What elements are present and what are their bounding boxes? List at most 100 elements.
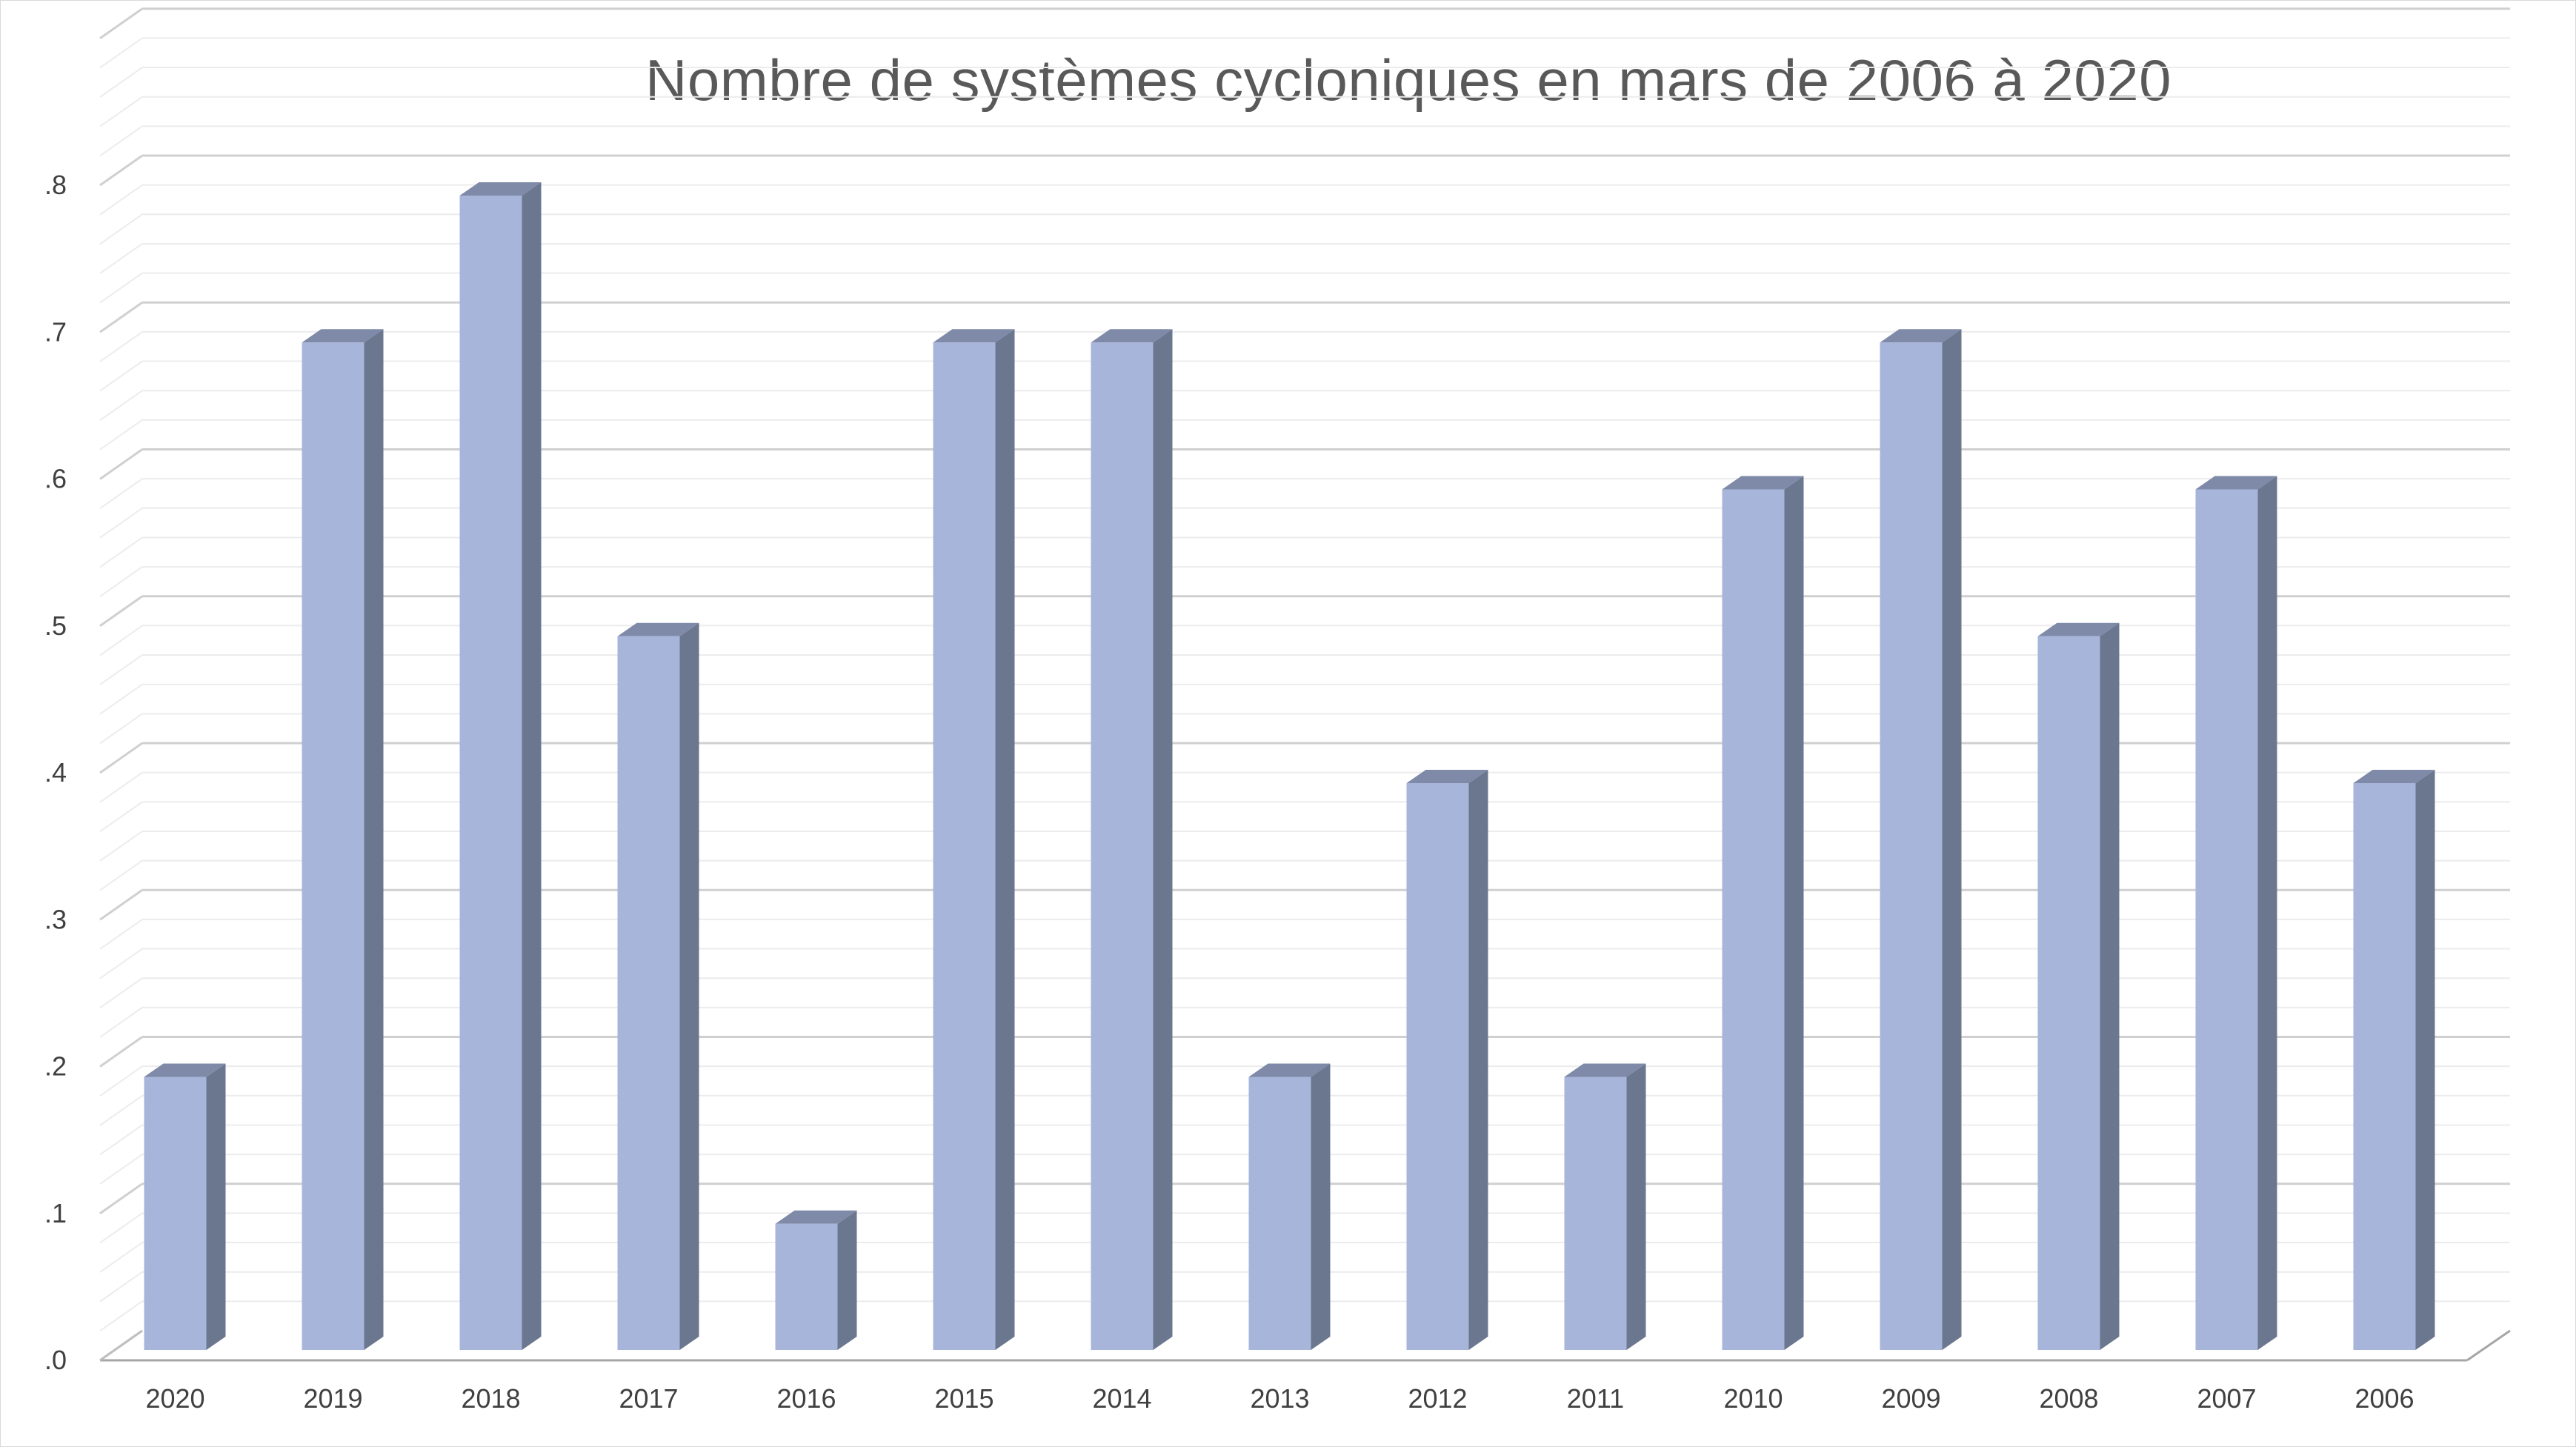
bar-top [1406,770,1488,783]
gridline-wall [99,1124,143,1156]
x-tick-label: 2013 [1250,1383,1309,1414]
gridline-wall [99,243,143,274]
gridline-wall [99,67,143,98]
y-tick-label: .5 [44,611,67,641]
gridline-wall [99,419,143,450]
bar [933,342,996,1350]
gridline-wall [99,507,143,539]
y-tick-label: .2 [44,1051,67,1082]
x-tick-label: 2011 [1567,1383,1624,1414]
bar [1564,1077,1627,1350]
gridline-wall [99,654,143,685]
y-tick-label: .1 [44,1198,67,1228]
bar-top [1722,476,1804,490]
bar-top [2037,622,2120,636]
bar-top [1880,329,1962,343]
gridline-wall [99,302,143,333]
gridline-wall [99,1212,143,1244]
bar-side [2100,622,2120,1350]
bar [1091,342,1154,1350]
gridline-wall [99,213,143,245]
gridline-wall [99,478,143,509]
bar [1722,489,1785,1350]
x-tick-label: 2017 [619,1383,678,1414]
bar-top [302,329,384,343]
y-tick-label: .6 [44,464,67,494]
gridline-wall [99,184,143,216]
y-tick-label: .7 [44,316,67,347]
x-tick-label: 2018 [461,1383,520,1414]
bar [1880,342,1943,1350]
bar-side [2257,476,2277,1350]
gridline-wall [99,1242,143,1273]
gridline-wall [99,272,143,304]
gridline-wall [99,919,143,950]
x-tick-label: 2014 [1092,1383,1151,1414]
bar-side [206,1063,226,1350]
bar-top [775,1210,857,1224]
x-tick-label: 2010 [1723,1383,1783,1414]
bar-side [1311,1063,1331,1350]
x-tick-label: 2019 [303,1383,362,1414]
y-tick-label: .3 [44,904,67,934]
bar-top [2195,476,2277,490]
bar-top [1091,329,1173,343]
gridline-wall [99,1094,143,1126]
gridline-wall [99,889,143,921]
chart-title: Nombre de systèmes cycloniques en mars d… [645,47,2171,113]
bar-top [459,182,542,196]
y-tick-label: .4 [44,757,67,788]
gridline-wall [99,771,143,803]
bar [2037,636,2100,1350]
bar [775,1223,838,1350]
gridline-wall [99,154,143,187]
bar-top [933,329,1015,343]
gridline-wall [99,713,143,745]
floor-right-edge [2466,1329,2511,1362]
gridline-wall [99,1300,143,1332]
x-tick-label: 2007 [2197,1383,2256,1414]
x-tick-label: 2015 [934,1383,994,1414]
bar-side [1942,329,1962,1350]
gridline-wall [99,125,143,157]
bar-side [679,622,699,1350]
x-tick-label: 2006 [2354,1383,2414,1414]
bar-top [617,622,699,636]
gridline-wall [99,37,143,69]
y-tick-label: .8 [44,170,67,200]
x-tick-label: 2016 [776,1383,836,1414]
gridline-wall [99,360,143,392]
bar-side [995,329,1015,1350]
bar-side [1153,329,1173,1350]
gridline-wall [99,977,143,1009]
bar-side [837,1210,857,1350]
gridline-wall [99,625,143,656]
bar-side [1626,1063,1646,1350]
gridline-wall [99,1007,143,1038]
bar [1406,783,1469,1350]
bar [1248,1077,1311,1350]
gridline-wall [99,859,143,891]
bar-side [1784,476,1804,1350]
gridline-wall [99,390,143,422]
gridline-wall [99,7,143,39]
floor-left-edge [99,1329,143,1362]
gridline-wall [99,566,143,597]
gridline-wall [99,1182,143,1214]
gridline-wall [99,595,143,627]
bar-side [2415,770,2435,1350]
x-tick-label: 2008 [2039,1383,2098,1414]
bar-top [1564,1063,1646,1077]
bar-top [2353,770,2435,783]
x-tick-label: 2020 [145,1383,204,1414]
gridline-wall [99,831,143,862]
bar-top [144,1063,226,1077]
gridline-wall [99,742,143,774]
gridline-wall [99,536,143,568]
bar [2353,783,2416,1350]
x-tick-label: 2012 [1408,1383,1467,1414]
gridline-wall [99,1154,143,1185]
gridline-wall [99,801,143,833]
y-tick-label: .0 [44,1345,67,1375]
